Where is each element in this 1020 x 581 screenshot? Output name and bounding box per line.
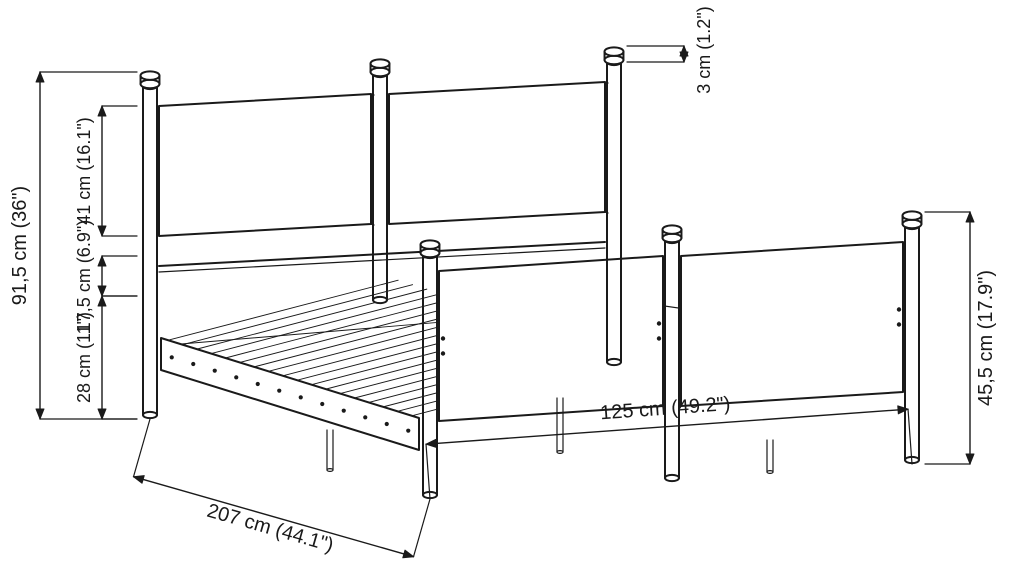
dim-leg-height: 28 cm (11")	[74, 312, 94, 403]
dim-total-height: 91,5 cm (36")	[9, 186, 31, 305]
dim-panel-height: 41 cm (16.1")	[74, 117, 94, 224]
dim-foot-height: 45,5 cm (17.9")	[975, 270, 997, 406]
dim-cap-height: 3 cm (1.2")	[694, 6, 714, 93]
bed-frame-drawing	[141, 47, 922, 498]
